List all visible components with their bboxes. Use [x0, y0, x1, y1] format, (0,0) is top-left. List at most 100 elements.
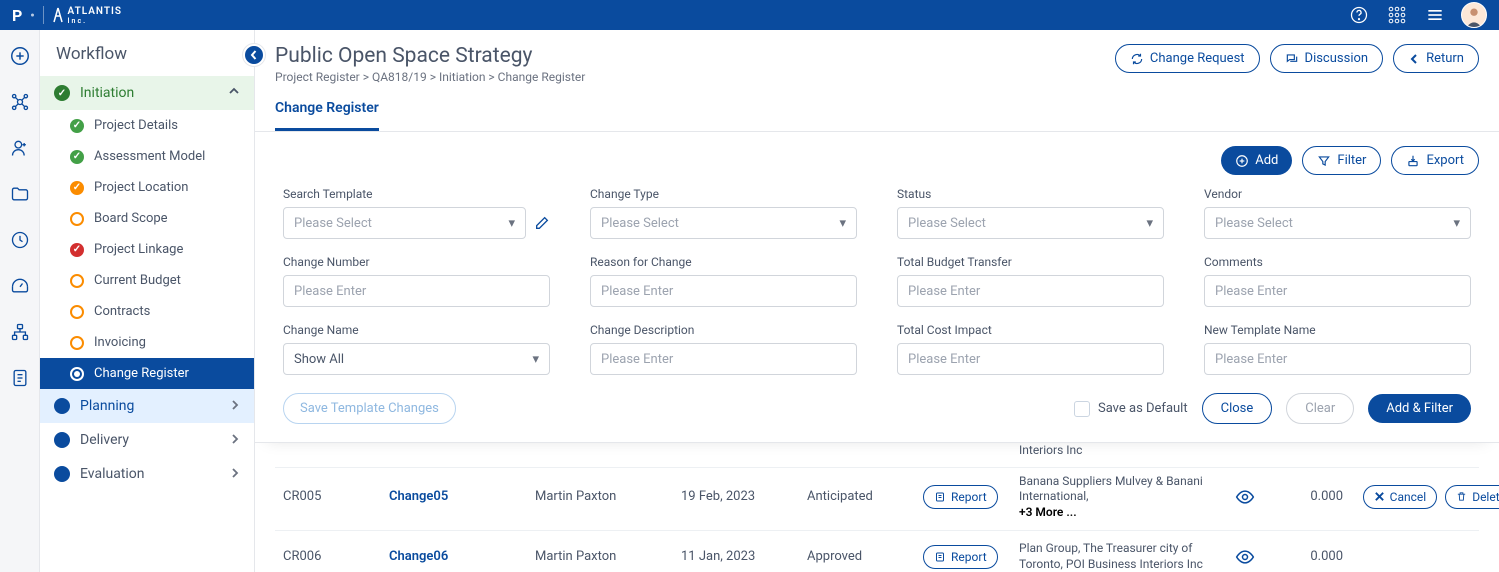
nav-rail: [0, 30, 40, 572]
rail-clock-icon[interactable]: [8, 228, 32, 252]
filter-panel: Search Template Please Select▾ Change Ty…: [255, 185, 1499, 443]
vendor-select[interactable]: Please Select▾: [1204, 207, 1471, 239]
brand-logo-p: P: [12, 6, 22, 25]
user-avatar[interactable]: [1461, 2, 1487, 28]
button-label: Change Request: [1150, 51, 1245, 66]
rail-report-icon[interactable]: [8, 366, 32, 390]
status-icon: [70, 305, 84, 319]
change-number-input[interactable]: [283, 275, 550, 307]
report-button[interactable]: Report: [923, 485, 998, 509]
change-name-link[interactable]: Change05: [389, 489, 529, 504]
rail-folder-icon[interactable]: [8, 182, 32, 206]
delete-button[interactable]: Delete: [1445, 485, 1499, 509]
phase-planning[interactable]: Planning: [40, 389, 254, 423]
field-label: Comments: [1204, 255, 1471, 269]
tab-change-register[interactable]: Change Register: [275, 90, 379, 131]
main-content: Public Open Space Strategy Project Regis…: [255, 30, 1499, 572]
top-bar: P ● ATLANTIS Inc.: [0, 0, 1499, 30]
save-template-button[interactable]: Save Template Changes: [283, 393, 456, 424]
change-number-cell: CR006: [283, 549, 383, 564]
chevron-up-icon: [228, 85, 240, 101]
view-icon[interactable]: [1225, 547, 1265, 567]
change-name-select[interactable]: Show All▾: [283, 343, 550, 375]
status-select[interactable]: Please Select▾: [897, 207, 1164, 239]
chevron-down-icon: ▾: [839, 216, 846, 231]
change-number-cell: CR005: [283, 489, 383, 504]
help-icon[interactable]: [1347, 3, 1371, 27]
sidebar-item-current-budget[interactable]: Current Budget: [40, 265, 254, 296]
table-row: Interiors Inc: [275, 443, 1479, 468]
return-button[interactable]: Return: [1393, 44, 1479, 73]
check-icon: [70, 119, 84, 133]
sidebar-item-project-details[interactable]: Project Details: [40, 110, 254, 141]
rail-org-icon[interactable]: [8, 320, 32, 344]
sidebar-item-project-linkage[interactable]: Project Linkage: [40, 234, 254, 265]
rail-dashboard-icon[interactable]: [8, 274, 32, 298]
change-type-select[interactable]: Please Select▾: [590, 207, 857, 239]
chevron-right-icon: [230, 398, 240, 414]
reason-input[interactable]: [590, 275, 857, 307]
chevron-down-icon: ▾: [532, 352, 539, 367]
sidebar-item-contracts[interactable]: Contracts: [40, 296, 254, 327]
check-icon: [70, 243, 84, 257]
change-request-button[interactable]: Change Request: [1115, 44, 1260, 73]
sidebar-collapse-button[interactable]: [243, 44, 265, 66]
check-icon: [70, 150, 84, 164]
sidebar-item-project-location[interactable]: Project Location: [40, 172, 254, 203]
cost-impact-input[interactable]: [897, 343, 1164, 375]
status-icon: [70, 367, 84, 381]
phase-delivery[interactable]: Delivery: [40, 423, 254, 457]
button-label: Discussion: [1305, 51, 1369, 66]
comments-input[interactable]: [1204, 275, 1471, 307]
template-name-input[interactable]: [1204, 343, 1471, 375]
sidebar-title: Workflow: [40, 30, 254, 76]
add-button[interactable]: Add: [1221, 146, 1292, 175]
sidebar-item-invoicing[interactable]: Invoicing: [40, 327, 254, 358]
save-default-checkbox[interactable]: Save as Default: [1074, 401, 1188, 417]
close-button[interactable]: Close: [1202, 393, 1273, 424]
rail-user-icon[interactable]: [8, 136, 32, 160]
brand-sub: Inc.: [68, 17, 122, 25]
phase-evaluation[interactable]: Evaluation: [40, 457, 254, 491]
edit-icon[interactable]: [534, 207, 550, 239]
breadcrumb: Project Register > QA818/19 > Initiation…: [275, 70, 1103, 84]
sidebar-item-assessment-model[interactable]: Assessment Model: [40, 141, 254, 172]
clear-button[interactable]: Clear: [1286, 393, 1354, 424]
change-name-link[interactable]: Change06: [389, 549, 529, 564]
status-icon: [54, 398, 70, 414]
view-icon[interactable]: [1225, 487, 1265, 507]
chevron-down-icon: ▾: [508, 216, 515, 231]
status-icon: [54, 466, 70, 482]
sidebar-item-label: Project Linkage: [94, 242, 183, 257]
add-and-filter-button[interactable]: Add & Filter: [1368, 394, 1471, 423]
search-template-select[interactable]: Please Select▾: [283, 207, 526, 239]
sidebar-item-board-scope[interactable]: Board Scope: [40, 203, 254, 234]
filter-button[interactable]: Filter: [1302, 146, 1381, 175]
page-title: Public Open Space Strategy: [275, 44, 1103, 68]
description-input[interactable]: [590, 343, 857, 375]
apps-icon[interactable]: [1385, 3, 1409, 27]
sidebar-item-change-register[interactable]: Change Register: [40, 358, 254, 389]
report-button[interactable]: Report: [923, 545, 998, 569]
sidebar-item-label: Board Scope: [94, 211, 168, 226]
discussion-button[interactable]: Discussion: [1270, 44, 1384, 73]
check-icon: [54, 85, 70, 101]
phase-initiation[interactable]: Initiation: [40, 76, 254, 110]
more-link[interactable]: +3 More ...: [1019, 505, 1077, 519]
person-cell: Martin Paxton: [535, 549, 675, 564]
field-label: Vendor: [1204, 187, 1471, 201]
sidebar-item-label: Assessment Model: [94, 149, 205, 164]
sidebar-item-label: Contracts: [94, 304, 150, 319]
rail-add-icon[interactable]: [8, 44, 32, 68]
field-label: Total Budget Transfer: [897, 255, 1164, 269]
menu-icon[interactable]: [1423, 3, 1447, 27]
cancel-button[interactable]: Cancel: [1363, 485, 1438, 509]
check-icon: [70, 181, 84, 195]
status-cell: Anticipated: [807, 489, 917, 504]
status-icon: [70, 336, 84, 350]
export-button[interactable]: Export: [1391, 146, 1479, 175]
budget-transfer-input[interactable]: [897, 275, 1164, 307]
rail-network-icon[interactable]: [8, 90, 32, 114]
vendor-cell: Plan Group, The Treasurer city of Toront…: [1019, 541, 1219, 572]
status-icon: [70, 212, 84, 226]
